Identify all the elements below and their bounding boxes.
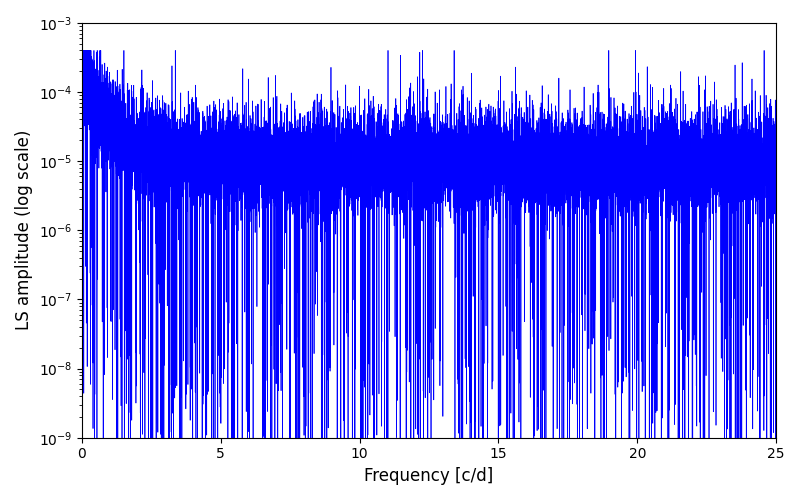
X-axis label: Frequency [c/d]: Frequency [c/d]: [364, 467, 494, 485]
Y-axis label: LS amplitude (log scale): LS amplitude (log scale): [15, 130, 33, 330]
